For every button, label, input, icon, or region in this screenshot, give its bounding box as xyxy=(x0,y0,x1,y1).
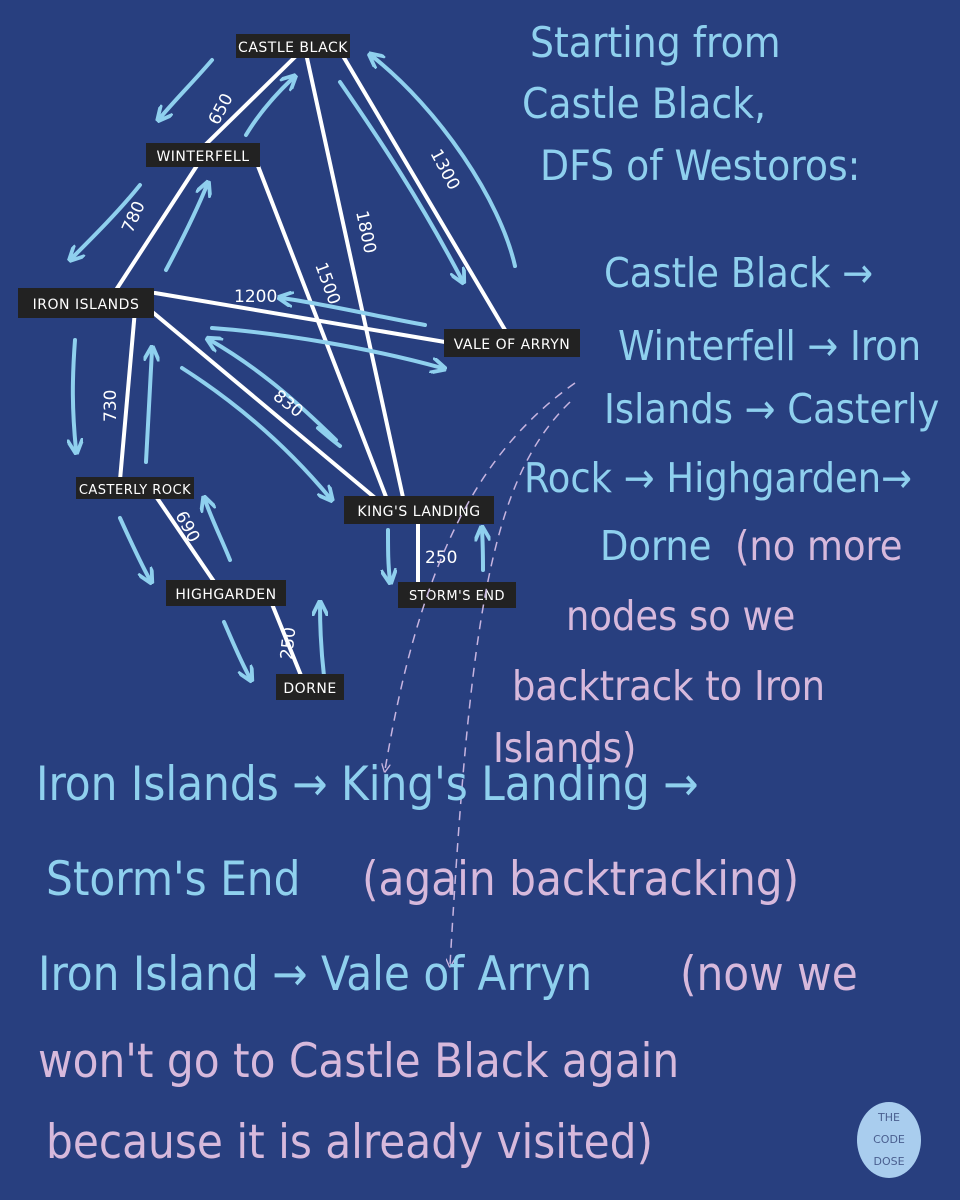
arrow-highgarden-to-casterly xyxy=(205,500,232,562)
edge-winterfell-kings-landing xyxy=(256,164,390,504)
logo-text: THE xyxy=(877,1111,900,1124)
node-dorne: DORNE xyxy=(283,681,336,697)
weight-label: 250 xyxy=(425,548,457,568)
visited-note: (now we xyxy=(680,947,858,1002)
node-casterly-rock: CASTERLY ROCK xyxy=(79,483,191,498)
backtrack-note: nodes so we xyxy=(566,592,795,640)
node-castle-black: CASTLE BLACK xyxy=(238,40,348,56)
path-line: Castle Black → xyxy=(604,249,873,297)
weight-label: 250 xyxy=(277,626,300,660)
path-line: Rock → Highgarden→ xyxy=(524,454,912,502)
weight-label: 650 xyxy=(205,90,238,128)
dashed-arrow-to-kings-landing xyxy=(385,382,576,770)
weight-label: 1200 xyxy=(234,287,277,307)
weight-label: 1800 xyxy=(351,209,380,255)
node-storms-end: STORM'S END xyxy=(409,589,505,604)
arrow-iron-to-casterly xyxy=(73,338,76,450)
visited-note: because it is already visited) xyxy=(46,1115,653,1170)
arrow-vale-to-castle xyxy=(372,56,517,268)
heading-line: Starting from xyxy=(530,18,781,67)
arrow-casterly-to-iron xyxy=(146,350,152,464)
edge-iron-islands-kings-landing xyxy=(148,308,382,504)
path-line: Winterfell → Iron xyxy=(618,322,921,370)
arrow-stroke-kings xyxy=(316,426,342,448)
graph-edges xyxy=(114,54,510,680)
heading-line: DFS of Westoros: xyxy=(540,141,860,190)
arrow-iron-to-vale xyxy=(210,326,442,368)
arrow-winterfell-to-iron xyxy=(72,183,142,258)
path-dorne: Dorne xyxy=(600,522,712,570)
arrow-kings-to-iron xyxy=(210,340,338,442)
node-iron-islands: IRON ISLANDS xyxy=(33,297,140,313)
logo-text: CODE xyxy=(873,1133,905,1146)
edge-casterly-rock-highgarden xyxy=(153,493,217,585)
weight-label: 730 xyxy=(101,390,121,422)
path-line: Islands → Casterly xyxy=(604,385,939,433)
dashed-guides xyxy=(385,382,576,965)
edge-castle-black-kings-landing xyxy=(305,56,406,504)
arrow-iron-to-winterfell xyxy=(164,185,207,272)
arrow-casterly-to-highgarden xyxy=(118,516,150,580)
dfs-notes: Starting from Castle Black, DFS of Westo… xyxy=(36,18,939,1170)
backtrack-note: backtrack to Iron xyxy=(512,662,825,710)
weight-label: 1300 xyxy=(426,146,464,194)
path-line: Iron Island → Vale of Arryn xyxy=(38,947,592,1002)
node-winterfell: WINTERFELL xyxy=(156,149,249,165)
arrow-vale-to-iron xyxy=(282,298,427,327)
the-code-dose-logo: THE CODE DOSE xyxy=(857,1102,921,1178)
arrow-castle-to-winterfell xyxy=(160,58,214,118)
edge-iron-islands-casterly-rock xyxy=(118,308,137,482)
dashed-arrow-to-vale xyxy=(450,401,571,965)
arrow-dorne-to-highgarden xyxy=(320,605,324,678)
backtrack-note: Islands) xyxy=(493,724,636,772)
graph-nodes: CASTLE BLACK WINTERFELL IRON ISLANDS VAL… xyxy=(18,34,580,700)
edge-highgarden-dorne xyxy=(270,602,304,680)
logo-text: DOSE xyxy=(873,1155,904,1168)
weight-label: 1500 xyxy=(310,260,344,307)
arrow-highgarden-to-dorne xyxy=(222,620,250,678)
arrow-iron-to-kings xyxy=(180,366,330,498)
arrow-castle-to-vale xyxy=(338,80,462,280)
edge-castle-black-vale-of-arryn xyxy=(341,54,510,337)
arrow-kings-to-storms xyxy=(388,528,390,580)
edge-winterfell-iron-islands xyxy=(114,162,200,292)
edge-iron-islands-vale-of-arryn xyxy=(153,291,447,344)
node-kings-landing: KING'S LANDING xyxy=(357,504,480,520)
node-vale-of-arryn: VALE OF ARRYN xyxy=(454,337,571,353)
heading-line: Castle Black, xyxy=(522,79,766,128)
traversal-arrows xyxy=(72,56,517,678)
arrow-winterfell-to-castle xyxy=(244,78,293,137)
visited-note: won't go to Castle Black again xyxy=(38,1034,679,1089)
backtrack-note: (again backtracking) xyxy=(362,852,799,907)
node-highgarden: HIGHGARDEN xyxy=(175,587,276,603)
path-line: Iron Islands → King's Landing → xyxy=(36,757,699,812)
edge-weights: 650 1300 1800 780 1500 1200 730 830 690 … xyxy=(101,90,464,660)
arrow-storms-to-kings xyxy=(482,530,483,572)
path-line: Storm's End xyxy=(46,852,300,907)
backtrack-note: (no more xyxy=(735,522,903,570)
